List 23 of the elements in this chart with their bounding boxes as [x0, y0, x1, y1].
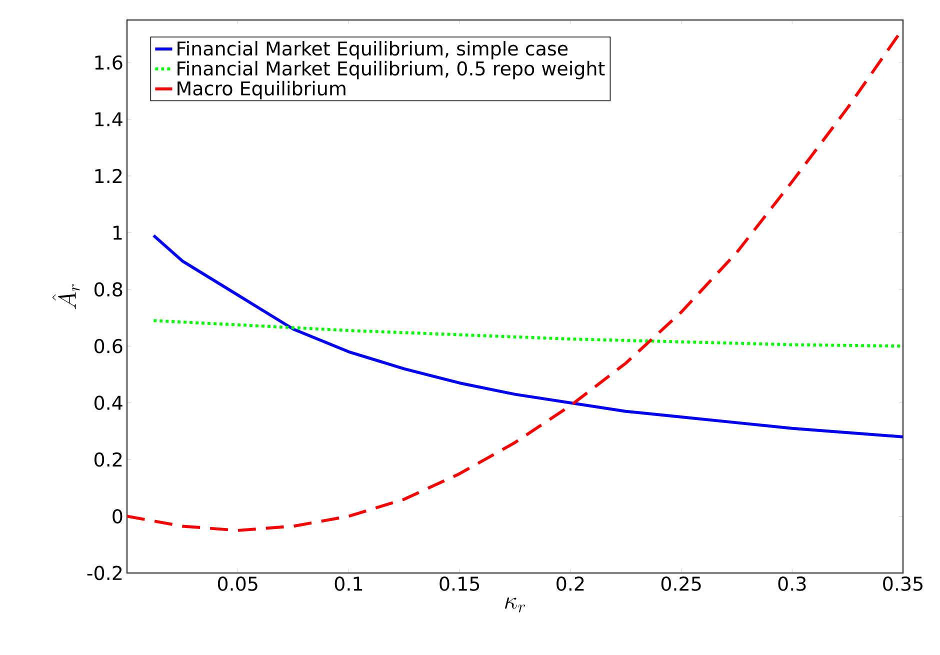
y-tick-label: 0.6 — [94, 338, 122, 354]
y-tick-label: 0.4 — [94, 396, 122, 410]
y-tick-label: 0.8 — [94, 282, 122, 297]
y-tick-label: 1.4 — [95, 112, 122, 126]
x-tick-label: 0.15 — [440, 576, 480, 591]
line-series — [152, 319, 903, 348]
legend-label: Macro Equilibrium — [178, 80, 346, 100]
x-tick-label: 0.1 — [334, 576, 362, 591]
legend-label: Financial Market Equilibrium, 0.5 repo weight — [178, 60, 605, 80]
y-tick-label: -0.2 — [87, 566, 122, 580]
x-tick-label: 0.3 — [778, 576, 806, 591]
x-tick-label: 0.25 — [661, 576, 701, 591]
x-tick-label: 0.05 — [218, 576, 258, 591]
y-axis-title: $\hat{A}_r$ — [52, 284, 80, 310]
y-tick-label: 1.2 — [95, 168, 122, 184]
legend-label: Financial Market Equilibrium, simple case — [178, 40, 568, 60]
x-axis-title: $\kappa_r$ — [505, 598, 526, 612]
y-tick-label: 1.6 — [95, 55, 122, 70]
x-tick-label: 0.2 — [556, 576, 584, 591]
x-tick-label: 0.35 — [883, 576, 922, 591]
y-tick-label: 0.2 — [94, 452, 122, 467]
y-tick-label: 1 — [113, 226, 122, 240]
y-tick-label: 0 — [112, 509, 122, 524]
